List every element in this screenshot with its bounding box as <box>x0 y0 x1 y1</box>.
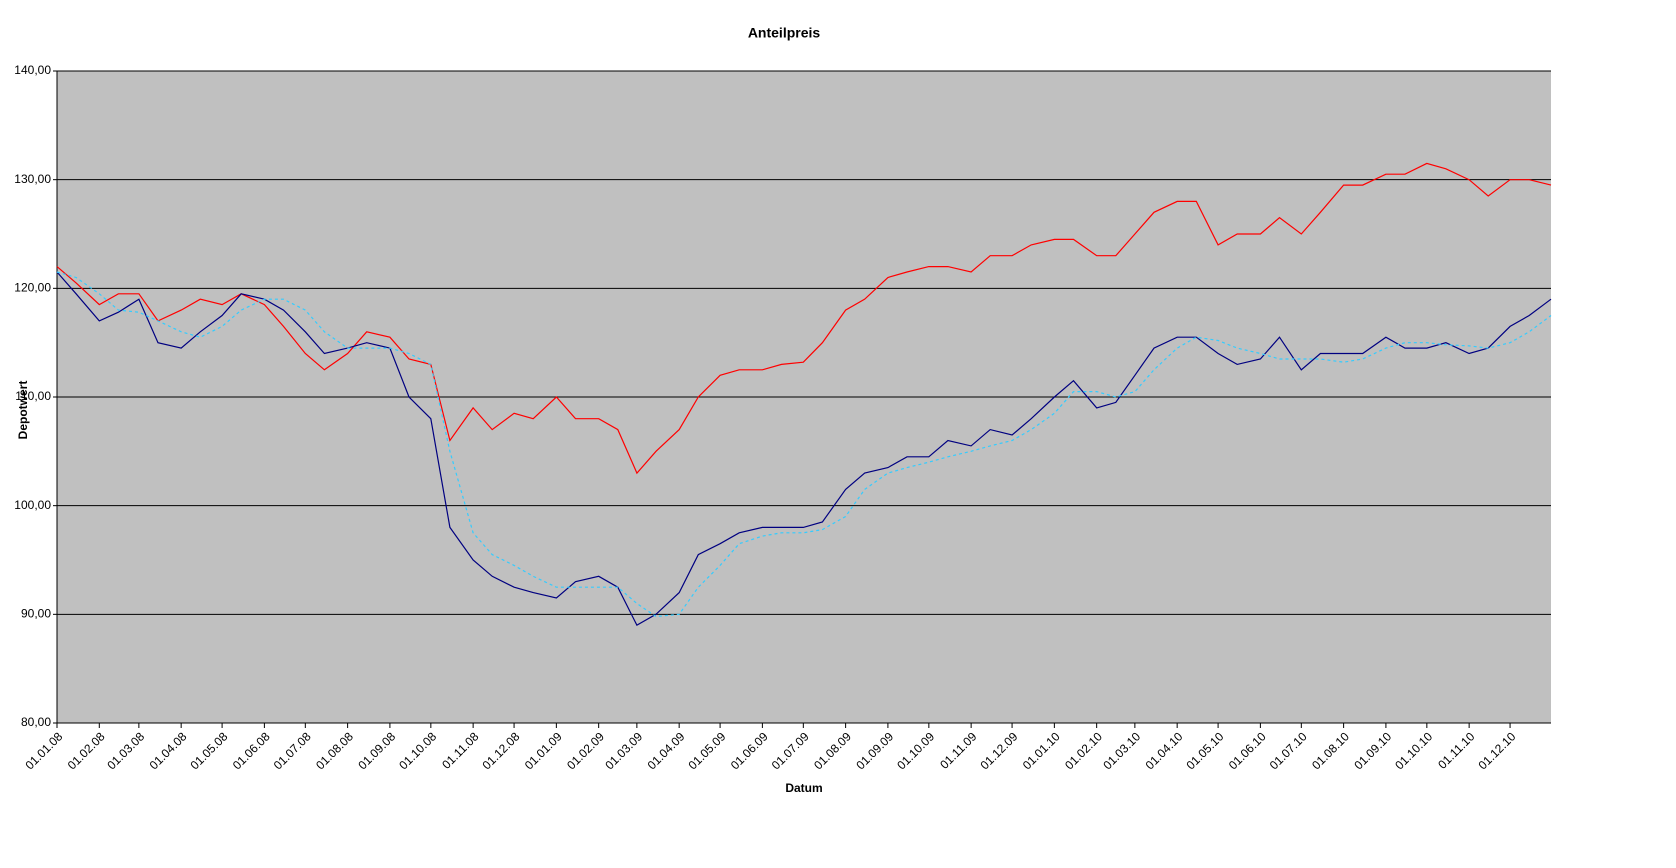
x-tick-label: 01.12.10 <box>1475 729 1518 772</box>
x-tick-label: 01.12.08 <box>479 729 522 772</box>
y-tick-label: 90,00 <box>21 607 51 621</box>
x-tick-label: 01.08.10 <box>1309 729 1352 772</box>
x-tick-label: 01.11.10 <box>1435 729 1478 772</box>
x-tick-label: 01.09.09 <box>853 729 896 772</box>
x-tick-label: 01.02.10 <box>1062 729 1105 772</box>
data-line <box>56 162 1552 475</box>
x-tick-label: 01.07.09 <box>769 729 812 772</box>
x-tick-label: 01.10.10 <box>1392 729 1435 772</box>
x-tick-label: 01.03.10 <box>1100 729 1143 772</box>
x-tick-label: 01.06.08 <box>230 729 273 772</box>
x-tick-label: 01.06.09 <box>728 729 771 772</box>
y-tick-label: 140,00 <box>14 63 51 77</box>
x-tick-label: 01.04.10 <box>1143 729 1186 772</box>
x-tick-label: 01.01.08 <box>22 729 65 772</box>
x-tick-label: 01.02.09 <box>564 729 607 772</box>
x-tick-label: 01.07.10 <box>1267 729 1310 772</box>
x-tick-label: 01.09.10 <box>1351 729 1394 772</box>
x-tick-label: 01.07.08 <box>271 729 314 772</box>
x-tick-label: 01.04.09 <box>645 729 688 772</box>
x-tick-label: 01.05.10 <box>1184 729 1227 772</box>
x-tick-label: 01.11.08 <box>439 729 482 772</box>
x-tick-label: 01.08.09 <box>811 729 854 772</box>
y-tick-label: 130,00 <box>14 172 51 186</box>
x-tick-label: 01.05.08 <box>188 729 231 772</box>
x-tick-label: 01.08.08 <box>313 729 356 772</box>
chart-title: Anteilpreis <box>748 25 821 41</box>
x-tick-label: 01.06.10 <box>1226 729 1269 772</box>
y-tick-label: 100,00 <box>14 498 51 512</box>
data-line <box>56 271 1552 618</box>
y-axis-label: Depotwert <box>16 381 30 440</box>
y-tick-label: 110,00 <box>15 389 51 403</box>
x-tick-label: 01.04.08 <box>147 729 190 772</box>
x-tick-label: 01.03.08 <box>104 729 147 772</box>
x-tick-label: 01.05.09 <box>686 729 729 772</box>
x-tick-label: 01.02.08 <box>65 729 108 772</box>
x-tick-label: 01.12.09 <box>977 729 1020 772</box>
x-tick-label: 01.11.09 <box>937 729 980 772</box>
x-tick-label: 01.09.08 <box>355 729 398 772</box>
x-tick-label: 01.01.10 <box>1020 729 1063 772</box>
x-tick-label: 01.10.08 <box>396 729 439 772</box>
x-tick-label: 01.01.09 <box>522 729 565 772</box>
y-tick-label: 80,00 <box>21 715 51 729</box>
x-tick-label: 01.03.09 <box>602 729 645 772</box>
x-axis-label: Datum <box>785 781 822 795</box>
data-line <box>56 271 1552 627</box>
y-tick-label: 120,00 <box>14 281 51 295</box>
x-tick-label: 01.10.09 <box>894 729 937 772</box>
